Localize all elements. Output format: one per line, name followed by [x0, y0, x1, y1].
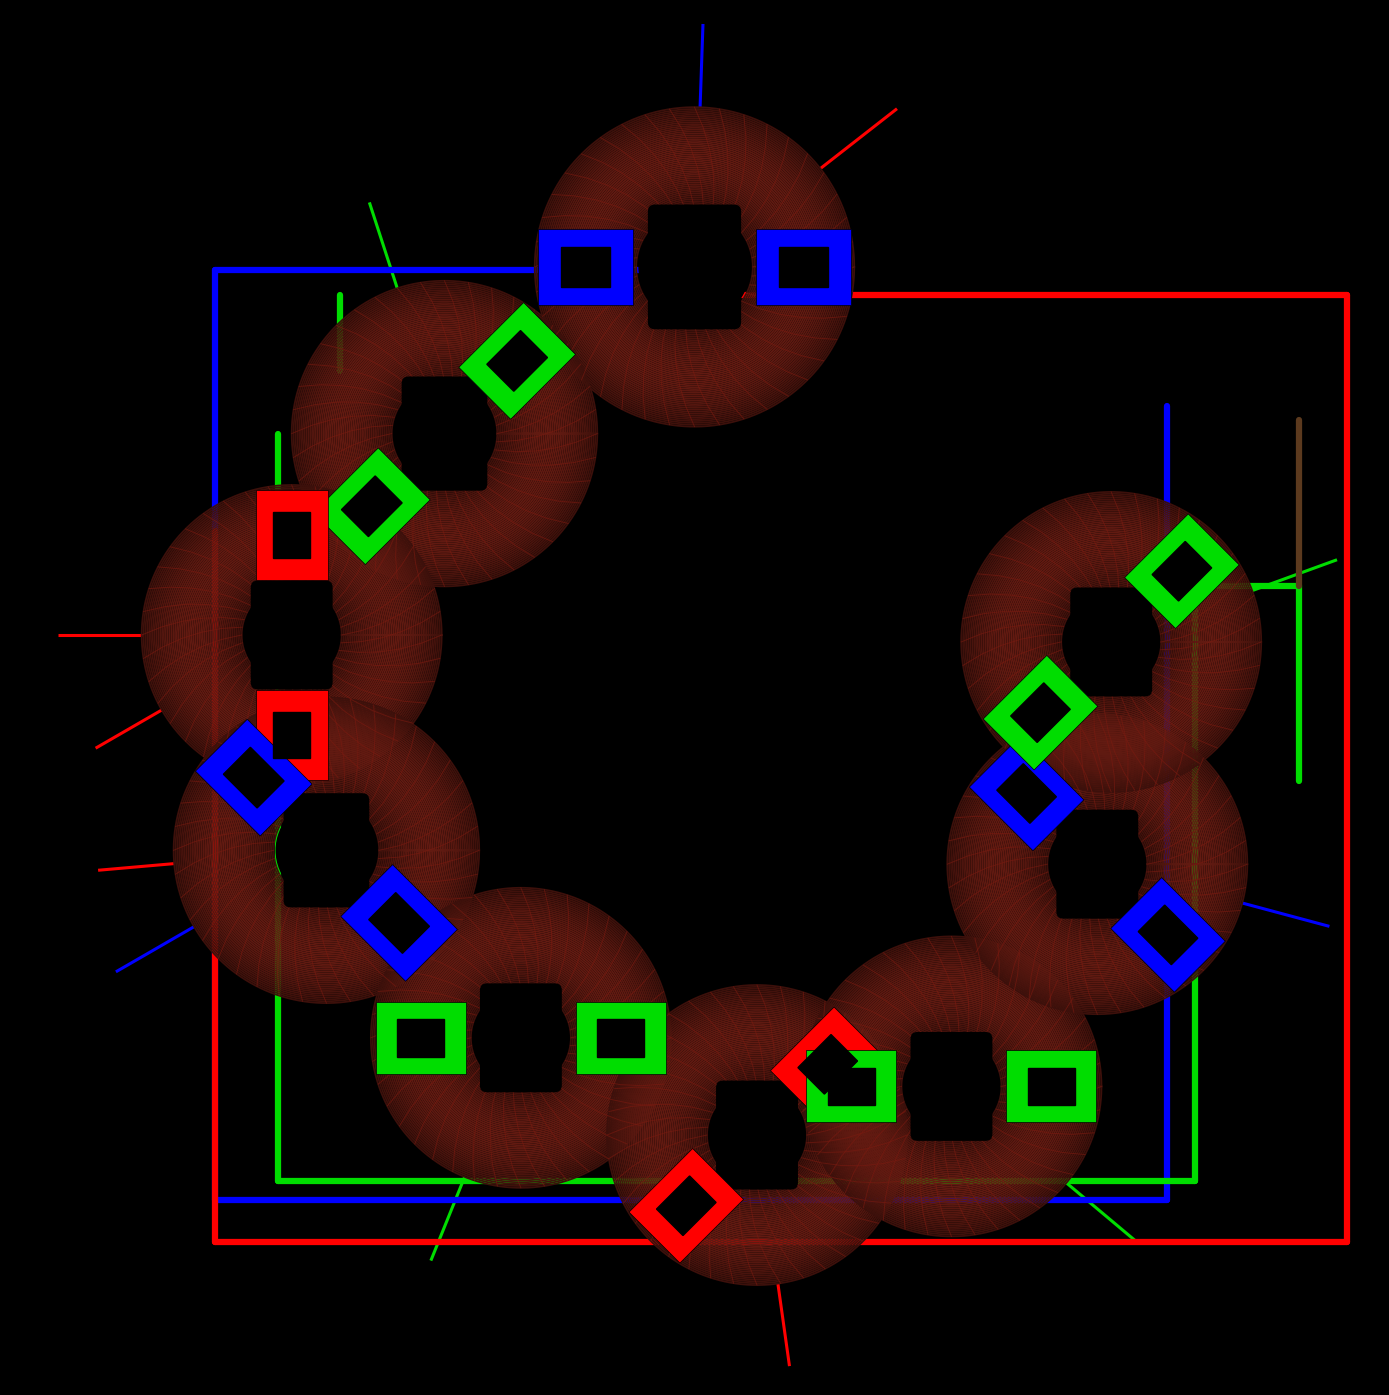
- Polygon shape: [397, 1020, 444, 1056]
- Circle shape: [1064, 594, 1158, 689]
- Circle shape: [1050, 816, 1145, 912]
- FancyBboxPatch shape: [283, 794, 369, 907]
- Polygon shape: [224, 748, 285, 808]
- FancyBboxPatch shape: [251, 580, 332, 689]
- Polygon shape: [629, 1148, 743, 1262]
- Circle shape: [244, 587, 339, 682]
- FancyBboxPatch shape: [481, 983, 561, 1092]
- Polygon shape: [756, 229, 851, 306]
- Polygon shape: [340, 865, 457, 981]
- Polygon shape: [1011, 684, 1071, 742]
- Polygon shape: [1138, 905, 1197, 965]
- Circle shape: [904, 1039, 999, 1134]
- Polygon shape: [807, 1050, 896, 1123]
- Polygon shape: [997, 763, 1057, 823]
- Polygon shape: [1111, 877, 1225, 992]
- Circle shape: [639, 212, 750, 322]
- FancyBboxPatch shape: [401, 377, 488, 491]
- Polygon shape: [274, 512, 310, 558]
- Polygon shape: [256, 490, 328, 580]
- Circle shape: [474, 990, 568, 1085]
- Polygon shape: [458, 303, 575, 420]
- Polygon shape: [1028, 1067, 1075, 1105]
- Polygon shape: [256, 691, 328, 780]
- Polygon shape: [1151, 541, 1211, 601]
- FancyBboxPatch shape: [717, 1081, 797, 1190]
- Polygon shape: [274, 711, 310, 759]
- Polygon shape: [576, 1002, 665, 1074]
- Circle shape: [710, 1088, 804, 1183]
- Circle shape: [394, 384, 494, 484]
- Polygon shape: [196, 720, 313, 836]
- FancyBboxPatch shape: [1057, 809, 1138, 919]
- Polygon shape: [771, 1007, 885, 1122]
- Polygon shape: [779, 247, 828, 287]
- Polygon shape: [970, 737, 1083, 851]
- Polygon shape: [538, 229, 633, 306]
- Polygon shape: [1007, 1050, 1096, 1123]
- Polygon shape: [797, 1035, 857, 1094]
- Polygon shape: [983, 656, 1097, 770]
- Polygon shape: [561, 247, 610, 287]
- Polygon shape: [657, 1176, 717, 1236]
- FancyBboxPatch shape: [647, 205, 742, 329]
- Polygon shape: [368, 893, 429, 953]
- Polygon shape: [828, 1067, 875, 1105]
- Polygon shape: [597, 1020, 644, 1056]
- Polygon shape: [1125, 513, 1239, 629]
- Polygon shape: [342, 476, 403, 537]
- Polygon shape: [376, 1002, 465, 1074]
- Circle shape: [276, 801, 376, 900]
- Polygon shape: [314, 448, 431, 565]
- Polygon shape: [486, 331, 547, 391]
- FancyBboxPatch shape: [911, 1032, 992, 1141]
- FancyBboxPatch shape: [1071, 587, 1151, 696]
